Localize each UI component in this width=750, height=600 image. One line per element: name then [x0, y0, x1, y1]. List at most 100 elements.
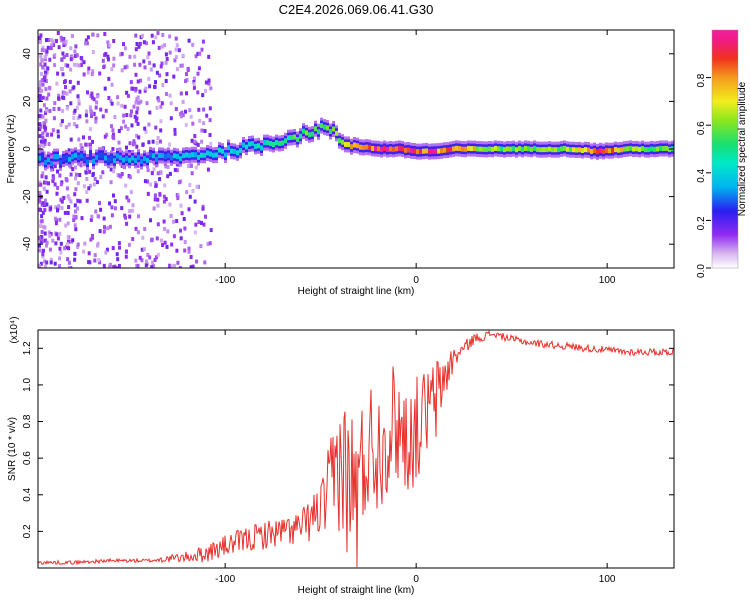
ridge-core-cell — [353, 142, 356, 148]
noise-cell — [67, 196, 71, 201]
ridge-core-cell — [248, 141, 251, 147]
ridge-core-cell — [314, 126, 317, 132]
ridge-core-cell — [263, 140, 266, 146]
noise-cell — [74, 176, 77, 181]
noise-cell — [64, 125, 68, 130]
noise-cell — [73, 223, 77, 228]
noise-cell — [43, 238, 47, 243]
noise-cell — [110, 101, 114, 106]
noise-cell — [192, 85, 196, 90]
ridge-core-cell — [590, 148, 593, 154]
ridge-core-cell — [530, 146, 533, 152]
ridge-core-cell — [443, 147, 446, 153]
noise-cell — [128, 209, 132, 214]
noise-cell — [80, 59, 84, 64]
noise-cell — [112, 63, 116, 68]
noise-cell — [96, 94, 100, 99]
noise-cell — [188, 194, 192, 199]
noise-cell — [175, 219, 179, 223]
ridge-core-cell — [377, 146, 380, 152]
ridge-core-cell — [560, 146, 563, 152]
noise-cell — [137, 44, 141, 49]
noise-cell — [38, 35, 42, 40]
noise-cell — [38, 248, 42, 253]
noise-cell — [198, 51, 202, 56]
ridge-core-cell — [371, 145, 374, 151]
noise-cell — [49, 46, 53, 51]
noise-cell — [110, 205, 114, 210]
noise-cell — [90, 214, 94, 219]
noise-cell — [41, 224, 45, 229]
noise-cell — [73, 251, 77, 256]
noise-cell — [60, 57, 64, 62]
noise-cell — [79, 63, 83, 67]
ridge-core-cell — [524, 145, 527, 151]
noise-cell — [48, 233, 52, 238]
noise-cell — [165, 244, 169, 249]
noise-cell — [38, 243, 41, 248]
noise-cell — [46, 66, 50, 71]
ridge-core-cell — [347, 142, 350, 147]
noise-cell — [64, 63, 68, 68]
noise-cell — [51, 238, 55, 243]
ridge-core-cell — [224, 152, 227, 158]
noise-cell — [93, 258, 97, 263]
y-tick-label: 40 — [22, 48, 33, 60]
noise-cell — [66, 211, 70, 215]
noise-cell — [197, 107, 201, 112]
noise-cell — [56, 134, 60, 139]
noise-cell — [137, 214, 140, 219]
noise-cell — [93, 177, 97, 181]
noise-cell — [107, 96, 111, 100]
noise-cell — [163, 183, 167, 188]
noise-cell — [163, 226, 167, 231]
noise-cell — [76, 80, 80, 85]
noise-cell — [145, 101, 149, 106]
noise-cell — [59, 250, 63, 255]
noise-cell — [74, 62, 78, 67]
x-tick-label: 0 — [413, 574, 419, 585]
noise-cell — [38, 98, 42, 102]
noise-cell — [146, 179, 149, 184]
noise-cell — [44, 198, 47, 203]
noise-cell — [134, 226, 138, 231]
ridge-core-cell — [323, 124, 326, 130]
noise-cell — [82, 249, 85, 254]
ridge-core-cell — [395, 146, 398, 152]
ridge-core-cell — [437, 148, 440, 154]
noise-cell — [197, 66, 201, 71]
noise-cell — [72, 214, 76, 219]
ridge-core-cell — [518, 146, 521, 151]
noise-cell — [75, 53, 79, 58]
noise-cell — [111, 134, 115, 139]
noise-cell — [136, 79, 140, 84]
noise-cell — [50, 152, 54, 157]
noise-cell — [196, 142, 200, 147]
noise-cell — [89, 142, 92, 147]
ridge-core-cell — [620, 147, 623, 153]
noise-cell — [201, 206, 205, 211]
ridge-core-cell — [59, 160, 62, 166]
noise-cell — [177, 48, 181, 53]
noise-cell — [43, 55, 47, 60]
noise-cell — [67, 246, 71, 251]
ridge-core-cell — [284, 138, 287, 144]
ridge-core-cell — [203, 152, 206, 158]
noise-cell — [72, 85, 76, 90]
noise-cell — [101, 114, 105, 119]
ridge-core-cell — [92, 158, 95, 164]
ridge-core-cell — [533, 145, 536, 151]
noise-cell — [59, 66, 63, 71]
snr-y-ticks: 0.2 0.4 0.6 0.8 1.0 1.2 — [22, 341, 674, 538]
noise-cell — [67, 148, 71, 153]
ridge-core-cell — [383, 146, 386, 151]
noise-cell — [141, 235, 145, 240]
noise-cell — [41, 65, 45, 70]
ridge-core-cell — [110, 156, 113, 161]
ridge-core-cell — [137, 154, 140, 160]
noise-cell — [164, 197, 168, 202]
noise-cell — [70, 34, 74, 38]
noise-cell — [152, 206, 156, 211]
noise-cell — [146, 55, 150, 60]
noise-cell — [159, 64, 163, 69]
